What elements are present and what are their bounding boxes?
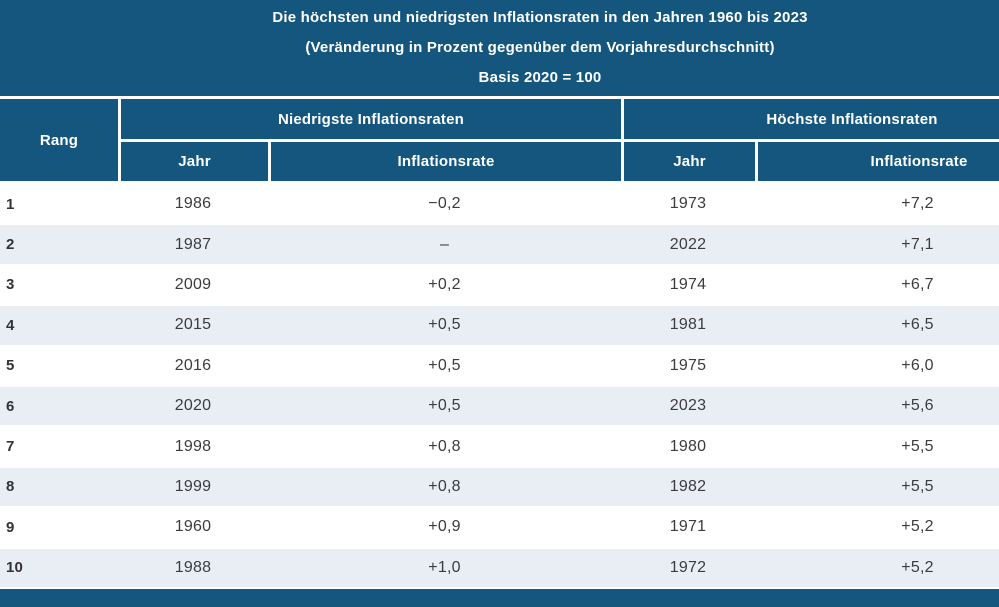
lowest-rate-cell: +0,9 (428, 518, 461, 536)
lowest-rate-cell: +0,5 (428, 397, 461, 415)
highest-year-cell: 1980 (669, 437, 707, 455)
table-row: 1 1986 −0,2 1973 +7,2 (0, 183, 999, 224)
column-header-rang: Rang (0, 99, 118, 181)
highest-year-cell: 2022 (669, 235, 707, 253)
column-header-year-lowest: Jahr (121, 142, 268, 181)
title-block: Die höchsten und niedrigsten Inflationsr… (0, 0, 999, 96)
highest-year-cell: 2023 (669, 397, 707, 415)
chart-subtitle: (Veränderung in Prozent gegenüber dem Vo… (305, 39, 775, 56)
table-header: Rang Niedrigste Inflationsraten Höchste … (0, 99, 999, 181)
rank-cell: 3 (6, 276, 15, 294)
rank-cell: 1 (6, 195, 15, 213)
column-header-rate-highest: Inflationsrate (758, 142, 999, 181)
lowest-year-cell: 1960 (174, 518, 212, 536)
lowest-year-cell: 1986 (174, 195, 212, 213)
highest-rate-cell: +5,5 (901, 477, 934, 495)
highest-year-cell: 1982 (669, 477, 707, 495)
lowest-year-cell: 2009 (174, 275, 212, 293)
table-row: 3 2009 +0,2 1974 +6,7 (0, 263, 999, 305)
lowest-year-cell: 1987 (174, 235, 212, 253)
table-row: 9 1960 +0,9 1971 +5,2 (0, 506, 999, 547)
table-row: 10 1988 +1,0 1972 +5,2 (0, 546, 999, 587)
rank-cell: 2 (6, 236, 15, 254)
highest-rate-cell: +7,1 (901, 235, 934, 253)
table-row: 4 2015 +0,5 1981 +6,5 (0, 304, 999, 345)
highest-rate-cell: +5,6 (901, 397, 934, 415)
lowest-rate-cell: +0,8 (428, 477, 461, 495)
table-body: 1 1986 −0,2 1973 +7,2 2 1987 – 2022 +7,1… (0, 183, 999, 587)
rank-cell: 8 (6, 478, 15, 496)
rank-cell: 6 (6, 397, 15, 415)
lowest-rate-cell: +1,0 (428, 558, 461, 576)
chart-title: Die höchsten und niedrigsten Inflationsr… (272, 9, 808, 26)
lowest-rate-cell: +0,2 (428, 275, 461, 293)
rank-cell: 5 (6, 357, 15, 375)
lowest-year-cell: 1999 (174, 477, 212, 495)
lowest-rate-cell: +0,5 (428, 356, 461, 374)
lowest-year-cell: 2015 (174, 316, 212, 334)
footer-bar (0, 588, 999, 607)
column-header-rate-lowest: Inflationsrate (271, 142, 621, 181)
rank-cell: 10 (6, 559, 24, 577)
chart-basis-note: Basis 2020 = 100 (478, 69, 602, 86)
group-header-lowest: Niedrigste Inflationsraten (121, 99, 621, 139)
highest-rate-cell: +6,0 (901, 356, 934, 374)
highest-year-cell: 1972 (669, 558, 707, 576)
highest-rate-cell: +7,2 (901, 195, 934, 213)
table-row: 7 1998 +0,8 1980 +5,5 (0, 425, 999, 466)
lowest-rate-cell: – (439, 235, 450, 253)
highest-rate-cell: +5,2 (901, 518, 934, 536)
lowest-year-cell: 1988 (174, 558, 212, 576)
divider (0, 96, 999, 99)
group-header-highest: Höchste Inflationsraten (624, 99, 999, 139)
highest-rate-cell: +6,5 (901, 316, 934, 334)
lowest-rate-cell: +0,8 (428, 437, 461, 455)
highest-year-cell: 1973 (669, 195, 707, 213)
rank-cell: 7 (6, 438, 15, 456)
highest-year-cell: 1975 (669, 356, 707, 374)
table-row: 2 1987 – 2022 +7,1 (0, 223, 999, 264)
table-row: 8 1999 +0,8 1982 +5,5 (0, 465, 999, 507)
highest-year-cell: 1971 (669, 518, 707, 536)
table-row: 6 2020 +0,5 2023 +5,6 (0, 384, 999, 426)
lowest-year-cell: 1998 (174, 437, 212, 455)
column-header-year-highest: Jahr (624, 142, 755, 181)
highest-year-cell: 1981 (669, 316, 707, 334)
highest-rate-cell: +5,2 (901, 558, 934, 576)
highest-rate-cell: +5,5 (901, 437, 934, 455)
lowest-rate-cell: −0,2 (428, 195, 461, 213)
lowest-year-cell: 2016 (174, 356, 212, 374)
highest-rate-cell: +6,7 (901, 275, 934, 293)
lowest-year-cell: 2020 (174, 397, 212, 415)
lowest-rate-cell: +0,5 (428, 316, 461, 334)
highest-year-cell: 1974 (669, 275, 707, 293)
rank-cell: 9 (6, 518, 15, 536)
rank-cell: 4 (6, 316, 15, 334)
table-row: 5 2016 +0,5 1975 +6,0 (0, 344, 999, 385)
